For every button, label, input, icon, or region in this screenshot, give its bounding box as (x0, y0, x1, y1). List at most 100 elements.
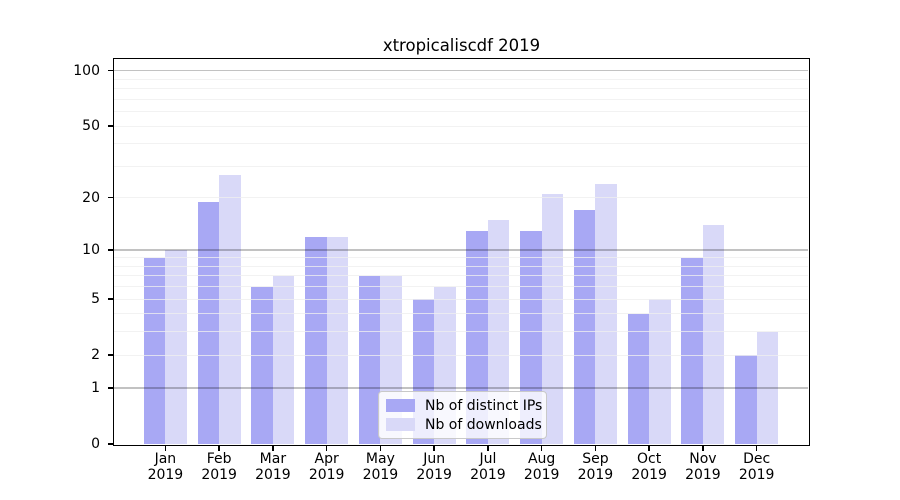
x-tick-mark-jun (433, 446, 435, 451)
gridline-minor-5 (114, 298, 808, 300)
x-tick-mark-mar (272, 446, 274, 451)
x-tick-month-mar: Mar (259, 451, 287, 467)
x-tick-month-may: May (365, 451, 395, 467)
x-tick-label-aug: Aug 2019 (502, 451, 582, 483)
x-tick-month-dec: Dec (743, 451, 771, 467)
legend-item-nb-of-distinct-ips: Nb of distinct IPs (386, 396, 542, 415)
x-tick-label-sep: Sep 2019 (555, 451, 635, 483)
gridline-minor-60 (114, 111, 808, 113)
x-tick-label-dec: Dec 2019 (717, 451, 797, 483)
y-tick-label-20: 20 (82, 189, 100, 206)
x-tick-mark-apr (325, 446, 328, 451)
bar-nb-of-distinct-ips-oct (627, 313, 650, 444)
gridline-major-10 (114, 249, 808, 251)
x-tick-year-aug: 2019 (523, 466, 560, 483)
y-tick-mark-100 (108, 70, 114, 72)
bar-nb-of-distinct-ips-jan (143, 257, 166, 444)
gridline-minor-7 (114, 275, 808, 277)
gridline-major-1 (114, 387, 808, 389)
x-tick-year-jan: 2019 (147, 466, 184, 483)
x-tick-year-jun: 2019 (416, 466, 452, 483)
x-tick-mark-jan (164, 446, 167, 451)
legend-swatch-nb-of-downloads (386, 418, 415, 431)
gridline-minor-3 (114, 331, 808, 333)
bar-nb-of-downloads-dec (756, 331, 779, 444)
x-tick-month-feb: Feb (206, 451, 232, 467)
x-tick-label-may: May 2019 (340, 451, 420, 483)
y-tick-mark-10 (108, 249, 114, 251)
x-tick-year-oct: 2019 (631, 466, 667, 483)
x-tick-label-jun: Jun 2019 (394, 451, 474, 483)
x-tick-mark-aug (540, 446, 543, 451)
x-tick-year-nov: 2019 (685, 466, 721, 483)
bar-nb-of-distinct-ips-feb (197, 201, 220, 444)
y-tick-mark-1 (108, 387, 114, 389)
bar-nb-of-downloads-mar (272, 275, 295, 444)
x-tick-month-nov: Nov (689, 451, 717, 467)
legend: Nb of distinct IPs Nb of downloads (378, 391, 547, 439)
bar-nb-of-distinct-ips-dec (735, 355, 757, 444)
bar-nb-of-downloads-jan (165, 250, 187, 444)
gridline-minor-8 (114, 265, 808, 267)
x-tick-month-jun: Jun (423, 451, 446, 467)
legend-label-nb-of-distinct-ips: Nb of distinct IPs (425, 397, 543, 414)
bar-nb-of-downloads-apr (326, 236, 349, 444)
bar-nb-of-distinct-ips-jul (466, 230, 488, 444)
x-tick-mark-jul (487, 446, 489, 451)
x-tick-month-jan: Jan (154, 451, 177, 467)
gridline-minor-4 (114, 313, 808, 315)
bar-nb-of-distinct-ips-mar (251, 286, 273, 444)
y-tick-mark-50 (108, 125, 114, 127)
bar-nb-of-distinct-ips-sep (573, 210, 596, 444)
x-tick-year-may: 2019 (362, 466, 399, 483)
legend-label-nb-of-downloads: Nb of downloads (425, 416, 542, 433)
x-tick-year-feb: 2019 (201, 466, 237, 483)
x-tick-year-jul: 2019 (470, 466, 506, 483)
y-tick-label-5: 5 (91, 291, 100, 308)
bar-nb-of-downloads-feb (219, 174, 241, 444)
x-tick-mark-may (379, 446, 382, 451)
y-tick-label-2: 2 (91, 347, 100, 364)
gridline-minor-2 (114, 354, 808, 356)
y-tick-mark-2 (108, 354, 114, 356)
x-tick-label-nov: Nov 2019 (663, 451, 743, 483)
gridline-minor-90 (114, 78, 808, 80)
bar-nb-of-distinct-ips-nov (681, 257, 703, 444)
y-tick-mark-20 (108, 197, 114, 199)
x-tick-year-apr: 2019 (308, 466, 345, 483)
bar-nb-of-downloads-aug (541, 194, 564, 444)
x-tick-year-sep: 2019 (577, 466, 614, 483)
bar-nb-of-distinct-ips-may (358, 275, 381, 444)
y-tick-label-0: 0 (91, 436, 100, 452)
gridline-minor-80 (114, 88, 808, 90)
x-tick-label-jan: Jan 2019 (125, 451, 205, 483)
bar-nb-of-downloads-oct (649, 299, 671, 444)
y-tick-mark-5 (108, 298, 114, 300)
gridline-minor-40 (114, 143, 808, 145)
x-tick-month-apr: Apr (314, 451, 339, 467)
y-tick-label-10: 10 (82, 242, 100, 259)
gridline-minor-30 (114, 165, 808, 167)
x-tick-label-mar: Mar 2019 (233, 451, 313, 483)
legend-swatch-nb-of-distinct-ips (386, 399, 415, 412)
bar-nb-of-distinct-ips-aug (520, 230, 542, 444)
bar-nb-of-downloads-nov (702, 225, 725, 444)
x-tick-month-aug: Aug (527, 451, 556, 467)
x-tick-label-oct: Oct 2019 (609, 451, 689, 483)
plot-area (114, 59, 808, 444)
y-tick-label-50: 50 (82, 118, 100, 135)
y-tick-mark-0 (108, 443, 114, 445)
x-tick-month-oct: Oct (637, 451, 662, 467)
gridline-minor-6 (114, 286, 808, 288)
y-tick-label-100: 100 (73, 62, 100, 79)
legend-item-nb-of-downloads: Nb of downloads (386, 415, 542, 434)
x-tick-label-jul: Jul 2019 (448, 451, 528, 483)
x-tick-mark-feb (218, 446, 220, 451)
x-tick-label-apr: Apr 2019 (287, 451, 367, 483)
x-tick-mark-oct (648, 446, 650, 451)
x-tick-year-dec: 2019 (738, 466, 775, 483)
gridline-minor-9 (114, 257, 808, 259)
bar-nb-of-distinct-ips-apr (305, 236, 327, 444)
x-tick-year-mar: 2019 (255, 466, 291, 483)
